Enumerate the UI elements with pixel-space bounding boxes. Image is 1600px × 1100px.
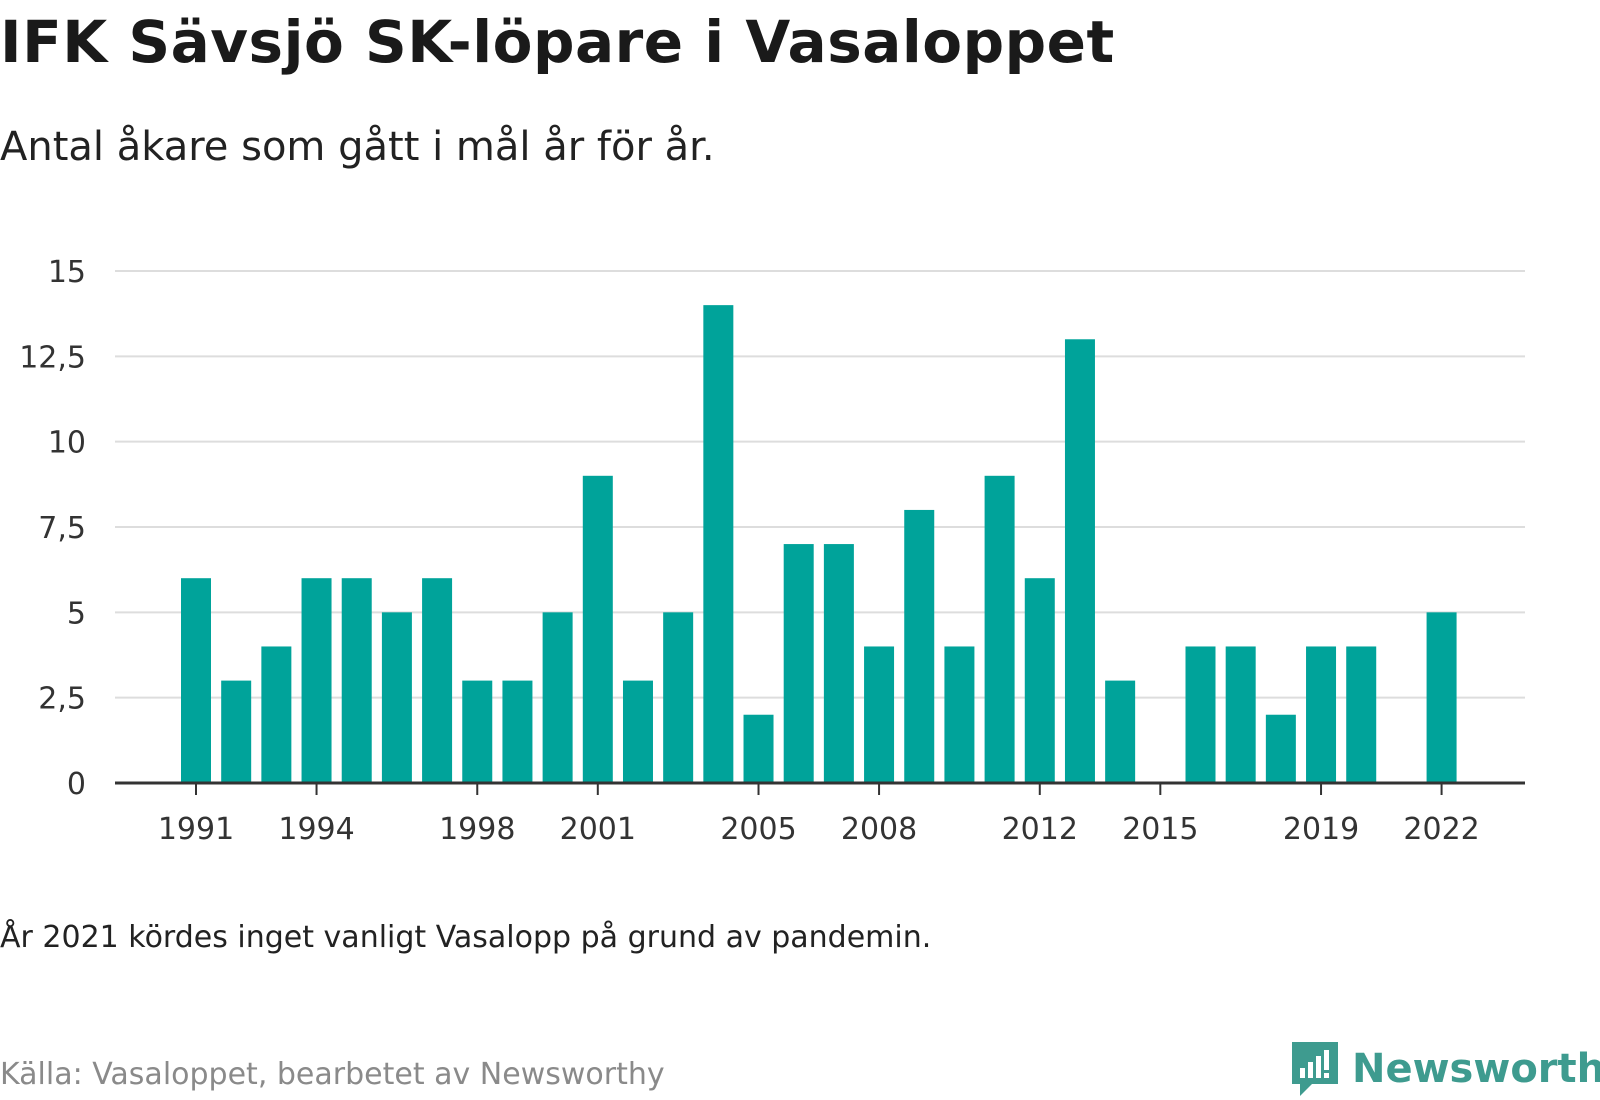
bar-2010[interactable] <box>944 646 975 783</box>
newsworthy-logo-icon <box>1292 1042 1338 1096</box>
x-tick-label: 1998 <box>439 812 515 847</box>
bar-1998[interactable] <box>462 680 493 783</box>
bar-chart: 0 2,5 5 7,5 10 12,5 15 1991 1994 1998 2001 2005 2008… <box>19 255 1525 847</box>
bar-2019[interactable] <box>1306 646 1337 783</box>
bar-1993[interactable] <box>261 646 292 783</box>
bar-1992[interactable] <box>221 680 252 783</box>
bar-1991[interactable] <box>181 578 211 783</box>
x-tick-label: 2001 <box>560 812 636 847</box>
y-tick-label: 12,5 <box>19 340 86 375</box>
x-tick-label: 2015 <box>1122 812 1198 847</box>
x-tick-label: 2019 <box>1283 812 1359 847</box>
bar-2001[interactable] <box>582 475 613 783</box>
x-tick-label: 2012 <box>1002 812 1078 847</box>
y-tick-label: 10 <box>48 426 86 461</box>
bar-1996[interactable] <box>381 612 412 783</box>
bar-2006[interactable] <box>783 544 814 783</box>
bar-2012[interactable] <box>1024 578 1055 783</box>
x-tick-label: 1991 <box>158 812 234 847</box>
bar-1997[interactable] <box>422 578 453 783</box>
chart-subtitle: Antal åkare som gått i mål år för år. <box>0 124 715 170</box>
bar-2000[interactable] <box>542 612 573 783</box>
bar-1994[interactable] <box>301 578 332 783</box>
y-tick-label: 5 <box>67 596 86 631</box>
chart-title: IFK Sävsjö SK-löpare i Vasaloppet <box>0 8 1115 76</box>
y-tick-label: 15 <box>48 255 86 290</box>
x-tick-label: 2008 <box>841 812 917 847</box>
x-tick-label: 1994 <box>278 812 354 847</box>
bar-1999[interactable] <box>502 680 533 783</box>
x-tick-label: 2022 <box>1403 812 1479 847</box>
bar-2022[interactable] <box>1426 612 1457 783</box>
bar-2014[interactable] <box>1105 680 1136 783</box>
bars <box>181 305 1457 783</box>
axes: 0 2,5 5 7,5 10 12,5 15 1991 1994 1998 2001 2005 2008… <box>19 255 1525 847</box>
bar-2003[interactable] <box>663 612 694 783</box>
x-tick-label: 2005 <box>720 812 796 847</box>
newsworthy-logo[interactable]: Newsworthy <box>1290 1038 1600 1100</box>
bar-2004[interactable] <box>703 305 734 783</box>
y-tick-label: 0 <box>67 767 86 802</box>
y-tick-label: 7,5 <box>38 511 86 546</box>
bar-2018[interactable] <box>1265 714 1296 783</box>
bar-2007[interactable] <box>823 544 854 783</box>
bar-2011[interactable] <box>984 475 1015 783</box>
bar-2017[interactable] <box>1225 646 1256 783</box>
chart-note: År 2021 kördes inget vanligt Vasalopp på… <box>0 920 932 955</box>
y-tick-label: 2,5 <box>38 682 86 717</box>
bar-2020[interactable] <box>1346 646 1377 783</box>
bar-2005[interactable] <box>743 714 774 783</box>
bar-2016[interactable] <box>1185 646 1216 783</box>
bar-2013[interactable] <box>1064 339 1095 783</box>
logo-text: Newsworthy <box>1352 1046 1600 1092</box>
bar-1995[interactable] <box>341 578 372 783</box>
bar-2009[interactable] <box>904 509 935 783</box>
bar-2002[interactable] <box>622 680 653 783</box>
source-text: Källa: Vasaloppet, bearbetet av Newswort… <box>0 1057 665 1092</box>
bar-2008[interactable] <box>864 646 895 783</box>
